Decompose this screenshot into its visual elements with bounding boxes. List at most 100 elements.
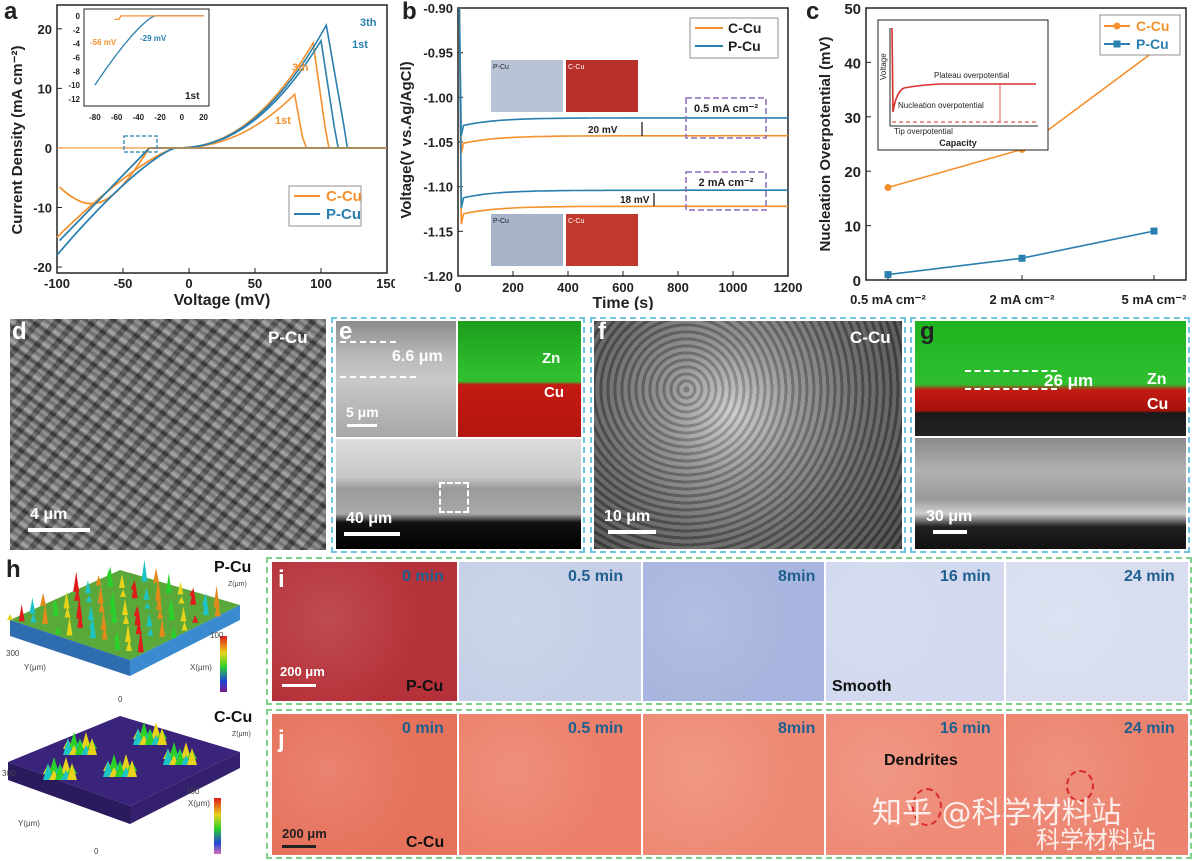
peak <box>30 612 37 623</box>
h-c-y: Y(μm) <box>18 819 40 828</box>
series-b-0 <box>458 7 788 154</box>
tick-label-y: -1.20 <box>423 269 453 284</box>
inset-ylabel: Voltage <box>879 53 888 80</box>
inset-tick-x: 0 <box>180 113 185 122</box>
peak <box>109 593 116 605</box>
peak <box>63 738 73 755</box>
peak <box>97 585 104 604</box>
tick-label-y: -0.95 <box>423 46 453 61</box>
legend-c-c-cu: C-Cu <box>1136 18 1169 34</box>
b-x-axis-label: Time (s) <box>592 295 653 310</box>
peak <box>146 612 153 627</box>
tick-label-y: 20 <box>38 22 52 37</box>
tick-label-x: 0 <box>454 280 461 295</box>
inset-tick-x: -40 <box>133 113 145 122</box>
tick-label-x: 200 <box>502 280 524 295</box>
e-thickness-line-1 <box>340 341 396 343</box>
legend-b-c-cu: C-Cu <box>728 20 761 36</box>
profile-c-cu: C-Cu Z(μm) X(μm) Y(μm) 300 200 100 0 <box>2 709 252 856</box>
h-c-300: 300 <box>2 769 16 778</box>
h-p-0: 0 <box>118 695 123 704</box>
peak <box>137 629 144 653</box>
peak <box>177 581 184 595</box>
tick-label-y: 0 <box>45 141 52 156</box>
diff-20mv: 20 mV <box>588 125 618 136</box>
thumb-p-cu-1: P-Cu <box>493 64 509 71</box>
peak <box>49 757 59 774</box>
row-j-time-label: 24 min <box>1124 720 1175 737</box>
ann-2: 2 mA cm⁻² <box>699 177 754 189</box>
peak <box>87 738 97 755</box>
legend-b-p-cu: P-Cu <box>728 38 761 54</box>
inset-tick-y: -4 <box>73 40 81 49</box>
tick-label-x: 1200 <box>774 280 803 295</box>
j-note: Dendrites <box>884 752 958 769</box>
panel-label-i: i <box>278 566 285 593</box>
peak <box>155 577 162 601</box>
h-p-z: Z(μm) <box>228 581 247 588</box>
peak <box>214 600 221 617</box>
inset-tick-y: -10 <box>68 81 80 90</box>
inset-label-1st: 1st <box>185 91 200 102</box>
label-1st-blue: 1st <box>352 39 368 51</box>
inset-ann-p: -29 mV <box>140 34 167 43</box>
g-scale: 30 μm <box>926 508 973 525</box>
peak <box>113 633 120 641</box>
peak <box>67 763 77 780</box>
point-p-cu <box>1150 227 1158 235</box>
legend-c-cu: C-Cu <box>326 188 362 205</box>
series-b-2 <box>458 7 788 225</box>
panel-label-c: c <box>806 0 820 25</box>
inset-tick-y: 0 <box>76 12 81 21</box>
g-cu: Cu <box>1147 396 1169 413</box>
peak <box>77 611 84 628</box>
g-zn: Zn <box>1147 371 1167 388</box>
frame-g <box>910 317 1190 553</box>
tick-label-x: 5 mA cm⁻² <box>1122 292 1188 307</box>
row-j-time-label: 0 min <box>402 720 444 737</box>
h-p-y: Y(μm) <box>24 663 46 672</box>
tick-label-y: -1.10 <box>423 180 453 195</box>
tick-label-x: 400 <box>557 280 579 295</box>
peak <box>126 639 132 651</box>
panel-label-h: h <box>6 556 21 583</box>
peak <box>76 596 83 619</box>
f-scalebar <box>608 530 656 534</box>
g-thickness-line-1 <box>965 370 1057 372</box>
peak <box>64 606 71 618</box>
point-p-cu <box>1018 254 1026 262</box>
peak <box>133 607 140 617</box>
row-i-frame <box>272 562 457 701</box>
h-c-label: C-Cu <box>214 709 252 726</box>
frame-f <box>590 317 906 553</box>
peak <box>95 575 102 586</box>
row-i-time-label: 24 min <box>1124 568 1175 585</box>
peak <box>18 604 25 622</box>
h-p-300: 300 <box>6 649 20 658</box>
row-j-frame <box>272 714 457 855</box>
row-j-frame <box>459 714 641 855</box>
dendrite-circle-1 <box>912 788 942 826</box>
row-i-time-label: 0 min <box>402 568 444 585</box>
j-scalebar <box>282 845 316 848</box>
thumb-p-cu-2: P-Cu <box>493 218 509 225</box>
label-1st-orange: 1st <box>275 115 291 127</box>
peak <box>189 589 196 596</box>
panel-label-g: g <box>920 318 935 345</box>
f-scale: 10 μm <box>604 508 651 525</box>
peak <box>51 601 58 608</box>
watermark-1: 知乎 @科学材料站 <box>872 796 1122 831</box>
series-b-3 <box>458 7 788 209</box>
c-y-axis-label: Nucleation Overpotential (mV) <box>817 36 834 251</box>
peak <box>144 602 151 609</box>
peak <box>120 589 126 597</box>
peak <box>153 567 160 583</box>
tick-label-x: 100 <box>310 276 332 291</box>
peak <box>100 610 107 631</box>
peak <box>109 754 119 771</box>
peak <box>7 614 13 620</box>
point-p-cu <box>884 271 892 279</box>
i-label: P-Cu <box>406 678 444 695</box>
peak <box>74 586 81 601</box>
peak <box>167 601 174 612</box>
